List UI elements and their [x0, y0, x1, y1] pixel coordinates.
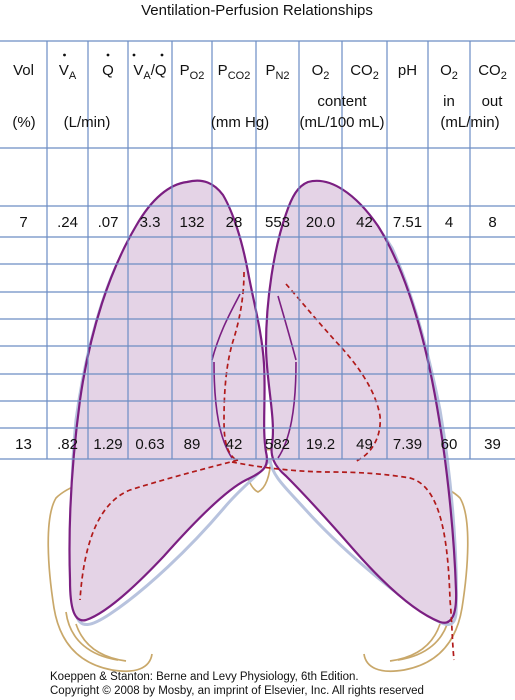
cell-base-o2c: 19.2: [306, 436, 335, 453]
cell-base-pco2: 42: [226, 436, 243, 453]
cell-apex-pn2: 553: [265, 214, 290, 231]
cell-base-va: .82: [57, 436, 78, 453]
cell-apex-po2: 132: [179, 214, 204, 231]
svg-text:PO2: PO2: [180, 62, 205, 82]
data-row-base: 13 .82 1.29 0.63 89 42 582 19.2 49 7.39 60 39: [15, 436, 501, 453]
cell-apex-vol: 7: [19, 214, 27, 231]
cell-apex-o2in: 4: [445, 214, 453, 231]
unit-vol: (%): [12, 114, 35, 131]
cell-base-q: 1.29: [93, 436, 122, 453]
column-headers: Vol VA Q VA/Q PO2 PCO2 PN2 O2 CO2 pH O2 CO2: [13, 53, 507, 82]
column-header-va: VA: [59, 53, 77, 82]
svg-text:PCO2: PCO2: [218, 62, 251, 82]
cell-apex-ph: 7.51: [393, 214, 422, 231]
cell-base-co2out: 39: [484, 436, 501, 453]
column-header-pco2: PCO2: [218, 62, 251, 82]
svg-text:VA: VA: [59, 62, 77, 82]
svg-text:pH: pH: [398, 62, 417, 79]
column-header-co2out: CO2: [478, 62, 507, 82]
svg-text:CO2: CO2: [350, 62, 379, 82]
credit-line-2: Copyright © 2008 by Mosby, an imprint of…: [50, 685, 424, 697]
svg-text:VA/Q: VA/Q: [133, 62, 166, 82]
credit-line-1: Koeppen & Stanton: Berne and Levy Physio…: [50, 671, 359, 683]
unit-content-bottom: (mL/100 mL): [299, 114, 384, 131]
table-grid: [0, 40, 515, 460]
column-header-co2c: CO2: [350, 62, 379, 82]
unit-flow: (L/min): [64, 114, 111, 131]
column-header-vol: Vol: [13, 62, 34, 79]
unit-in: in: [443, 93, 455, 110]
column-header-o2c: O2: [312, 62, 330, 82]
cell-base-o2in: 60: [441, 436, 458, 453]
cell-apex-co2out: 8: [488, 214, 496, 231]
unit-out: out: [482, 93, 504, 110]
cell-apex-co2c: 42: [356, 214, 373, 231]
column-header-q: Q: [102, 53, 114, 79]
right-lung: [264, 179, 458, 624]
data-rows: 7 .24 .07 3.3 132 28 553 20.0 42 7.51 4 8 13 .82 1.29 0…: [15, 214, 501, 453]
unit-exchange: (mL/min): [440, 114, 499, 131]
svg-text:O2: O2: [312, 62, 330, 82]
column-header-vaq: VA/Q: [132, 53, 167, 82]
figure-title: Ventilation-Perfusion Relationships: [141, 2, 373, 19]
cell-apex-vaq: 3.3: [140, 214, 161, 231]
svg-text:Vol: Vol: [13, 62, 34, 79]
svg-text:CO2: CO2: [478, 62, 507, 82]
cell-base-po2: 89: [184, 436, 201, 453]
svg-text:O2: O2: [440, 62, 458, 82]
column-header-ph: pH: [398, 62, 417, 79]
cell-base-vol: 13: [15, 436, 32, 453]
cell-base-pn2: 582: [265, 436, 290, 453]
svg-text:PN2: PN2: [265, 62, 289, 82]
cell-apex-va: .24: [57, 214, 78, 231]
cell-apex-pco2: 28: [226, 214, 243, 231]
cell-base-vaq: 0.63: [135, 436, 164, 453]
column-header-pn2: PN2: [265, 62, 289, 82]
unit-labels: (%) (L/min) (mm Hg) content (mL/100 mL) …: [12, 93, 503, 131]
cell-apex-o2c: 20.0: [306, 214, 335, 231]
unit-pressure: (mm Hg): [211, 114, 269, 131]
data-row-apex: 7 .24 .07 3.3 132 28 553 20.0 42 7.51 4 8: [19, 214, 496, 231]
svg-text:Q: Q: [102, 62, 114, 79]
cell-apex-q: .07: [98, 214, 119, 231]
cell-base-ph: 7.39: [393, 436, 422, 453]
unit-content-top: content: [317, 93, 367, 110]
column-header-o2in: O2: [440, 62, 458, 82]
cell-base-co2c: 49: [356, 436, 373, 453]
pulmonary-vessels: [79, 271, 455, 661]
column-header-po2: PO2: [180, 62, 205, 82]
